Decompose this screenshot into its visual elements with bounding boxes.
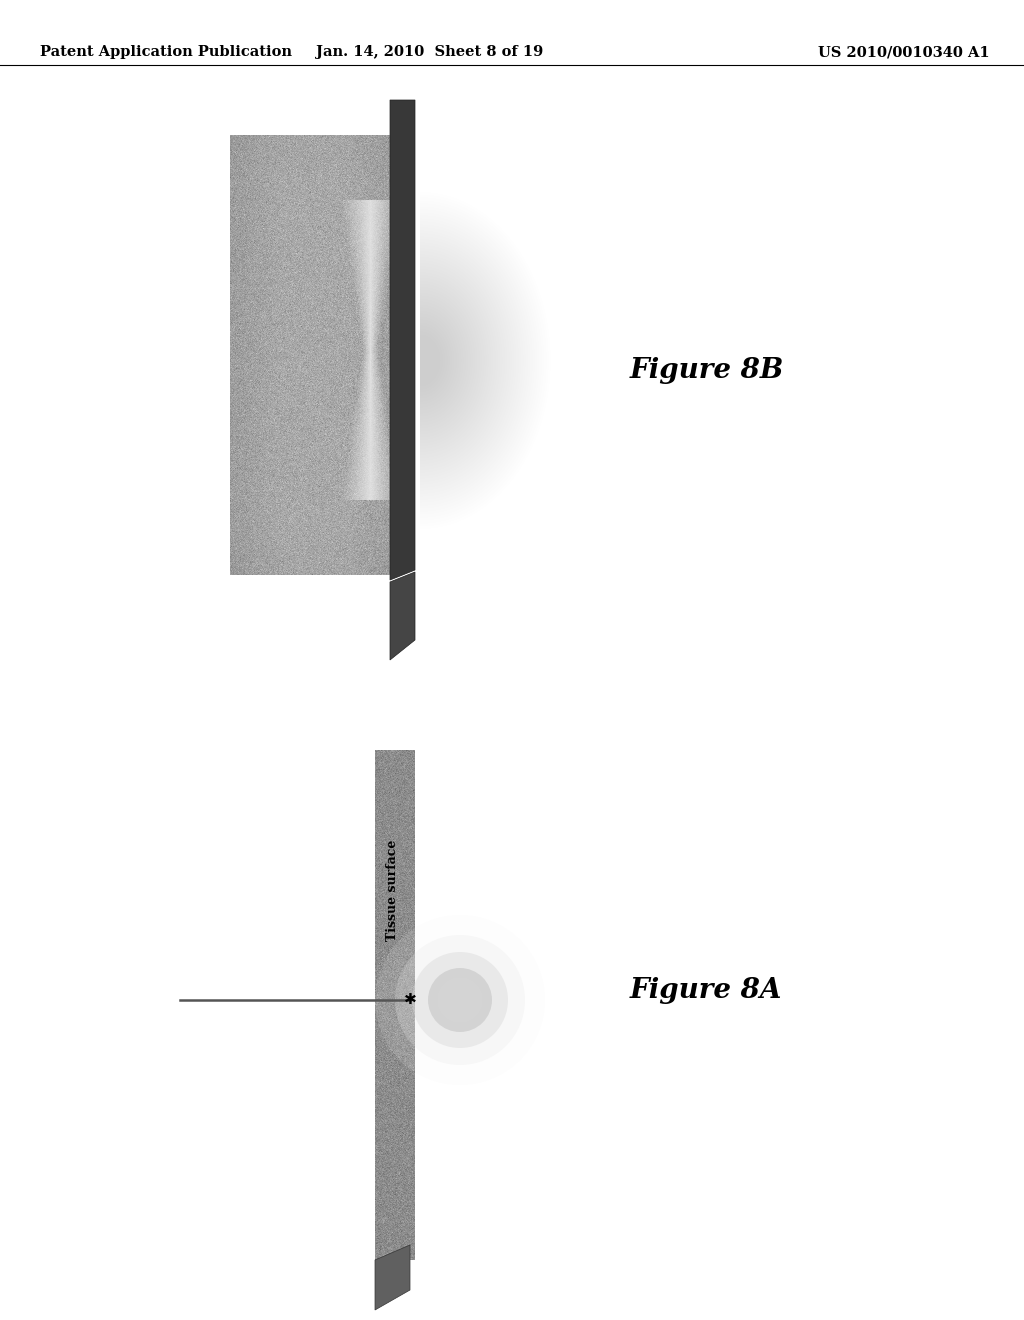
Text: Figure 8B: Figure 8B (630, 356, 784, 384)
Polygon shape (390, 100, 415, 579)
Text: Jan. 14, 2010  Sheet 8 of 19: Jan. 14, 2010 Sheet 8 of 19 (316, 45, 544, 59)
Text: Patent Application Publication: Patent Application Publication (40, 45, 292, 59)
Ellipse shape (395, 935, 525, 1065)
Ellipse shape (412, 952, 508, 1048)
Text: Figure 8A: Figure 8A (630, 977, 782, 1003)
Ellipse shape (437, 978, 482, 1023)
Ellipse shape (428, 968, 492, 1032)
Text: ✱: ✱ (403, 993, 417, 1007)
Text: Tissue surface: Tissue surface (386, 840, 399, 941)
Polygon shape (375, 1245, 410, 1309)
Polygon shape (390, 572, 415, 660)
Text: US 2010/0010340 A1: US 2010/0010340 A1 (818, 45, 990, 59)
Ellipse shape (375, 915, 545, 1085)
